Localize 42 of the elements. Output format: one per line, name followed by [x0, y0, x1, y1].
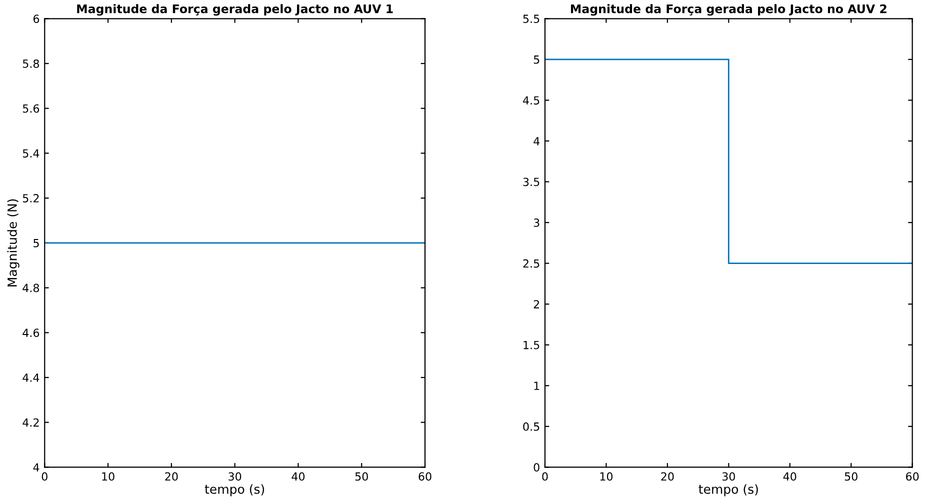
y-tick-label: 4.2: [22, 418, 39, 427]
x-tick-label: 40: [783, 472, 796, 481]
x-tick-label: 50: [844, 472, 858, 481]
y-tick-label: 2: [534, 300, 540, 308]
y-tick-label: 5: [34, 239, 39, 248]
y-tick-label: 3.5: [523, 178, 540, 186]
y-tick-label: 0: [534, 463, 540, 472]
y-tick-label: 4.5: [522, 96, 540, 105]
x-axis-title: tempo (s): [204, 484, 264, 496]
y-tick-label: 6: [33, 14, 40, 24]
y-tick-label: 4: [534, 137, 540, 146]
chart-title: Magnitude da Força gerada pelo Jacto no AUV 2: [570, 4, 886, 16]
x-tick-label: 20: [661, 472, 674, 481]
y-tick-label: 4.8: [22, 284, 40, 292]
y-tick-label: 3: [534, 218, 540, 227]
y-tick-label: 5.8: [22, 59, 40, 68]
y-tick-label: 5.5: [523, 14, 540, 24]
y-tick-label: 5.4: [22, 149, 40, 158]
y-tick-label: 2.5: [523, 259, 540, 268]
x-axis-title: tempo (s): [698, 484, 758, 496]
x-tick-label: 0: [542, 472, 548, 481]
y-tick-label: 5.2: [22, 194, 39, 202]
y-tick-label: 4.6: [22, 328, 40, 338]
x-tick-label: 30: [228, 472, 242, 481]
y-tick-label: 5.6: [22, 104, 40, 113]
y-tick-label: 4.4: [22, 374, 40, 382]
y-tick-label: 5: [534, 56, 540, 64]
x-tick-label: 10: [600, 472, 613, 481]
y-tick-label: 1: [534, 382, 540, 390]
x-tick-label: 20: [165, 472, 178, 481]
x-tick-label: 0: [42, 472, 48, 481]
y-tick-label: 1.5: [524, 340, 540, 350]
y-axis-title: Magnitude (N): [7, 199, 20, 286]
chart-title: Magnitude da Força gerada pelo Jacto no AUV 1: [77, 4, 393, 16]
x-tick-label: 30: [722, 472, 735, 481]
x-tick-label: 50: [355, 472, 368, 481]
y-tick-label: 4: [33, 463, 40, 472]
x-tick-label: 60: [906, 472, 919, 481]
x-tick-label: 10: [102, 472, 114, 481]
x-tick-label: 40: [292, 472, 305, 481]
x-tick-label: 60: [418, 472, 432, 481]
y-tick-label: 0.5: [523, 422, 540, 431]
